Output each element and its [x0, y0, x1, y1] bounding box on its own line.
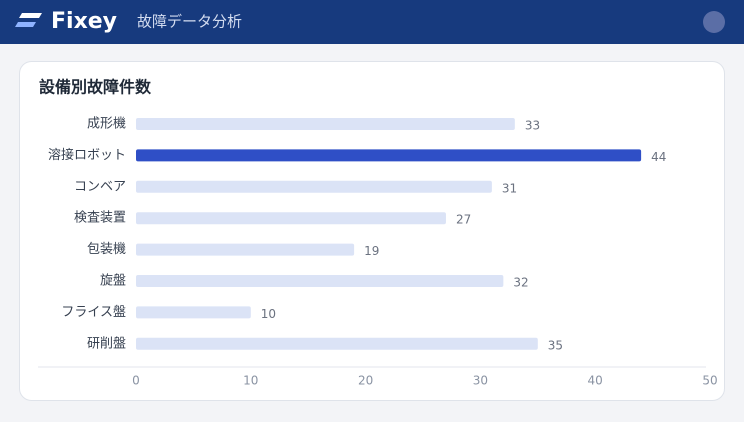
- y-tick-label: フライス盤: [61, 305, 126, 320]
- x-tick-label: 20: [358, 374, 373, 388]
- y-tick-label: コンベア: [74, 179, 126, 194]
- y-tick-label: 研削盤: [87, 336, 126, 351]
- value-label: 31: [502, 181, 517, 195]
- user-avatar[interactable]: [703, 11, 725, 33]
- x-tick-label: 50: [702, 374, 717, 388]
- chart-title: 設備別故障件数: [39, 78, 152, 97]
- y-tick-label: 成形機: [87, 117, 126, 132]
- bar: [136, 212, 446, 225]
- value-label: 44: [651, 150, 666, 164]
- bar: [136, 243, 355, 256]
- value-label: 19: [364, 244, 379, 258]
- x-tick-label: 0: [132, 374, 140, 388]
- y-tick-label: 旋盤: [100, 274, 126, 289]
- logo-icon: [15, 13, 42, 27]
- y-tick-label: 検査装置: [74, 211, 126, 226]
- bar: [136, 275, 504, 287]
- bar: [136, 118, 515, 130]
- value-label: 35: [548, 338, 563, 352]
- bar: [136, 306, 251, 319]
- x-tick-label: 40: [588, 374, 603, 388]
- value-label: 10: [261, 307, 276, 321]
- x-tick-label: 10: [243, 374, 258, 388]
- header-subtitle: 故障データ分析: [137, 13, 242, 31]
- header-bar: [0, 0, 744, 44]
- bar: [136, 337, 538, 350]
- bar: [136, 180, 492, 193]
- value-label: 32: [513, 276, 528, 290]
- logo-text: Fixey: [51, 9, 117, 34]
- y-tick-label: 溶接ロボット: [48, 147, 126, 163]
- value-label: 27: [456, 213, 471, 227]
- value-label: 33: [525, 119, 540, 133]
- y-tick-label: 包装機: [87, 242, 126, 257]
- bar: [136, 149, 642, 162]
- x-tick-label: 30: [473, 374, 488, 388]
